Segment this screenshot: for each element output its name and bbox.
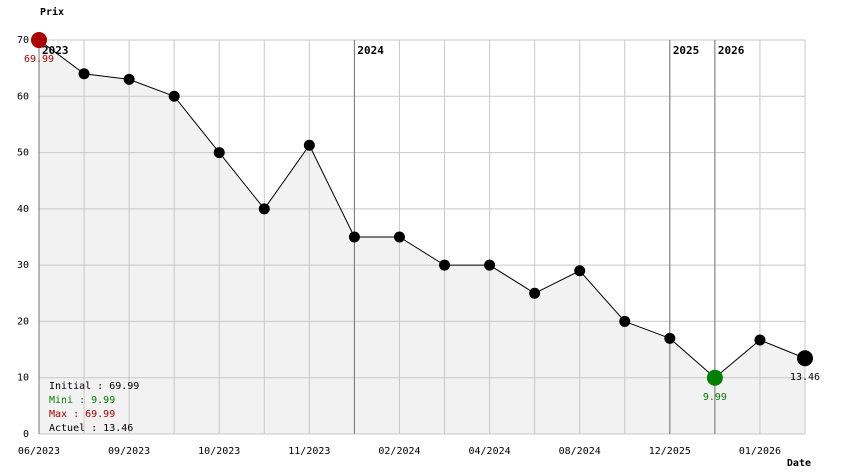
x-tick-label: 02/2024 [378, 446, 420, 457]
y-tick-label: 20 [17, 316, 29, 327]
data-point [303, 139, 315, 151]
legend-entry: Actuel : 13.46 [49, 423, 133, 434]
y-tick-label: 70 [17, 35, 29, 46]
data-point [123, 73, 135, 85]
data-point [529, 287, 541, 299]
data-point [31, 32, 47, 49]
legend-entry: Initial : 69.99 [49, 381, 139, 392]
y-tick-label: 0 [23, 429, 29, 440]
data-label: 69.99 [24, 54, 54, 65]
data-point [484, 259, 496, 271]
price-line [38, 39, 806, 379]
y-tick-label: 60 [17, 91, 29, 102]
data-label: 9.99 [703, 392, 727, 403]
y-tick-label: 10 [17, 373, 29, 384]
x-tick-label: 11/2023 [288, 446, 330, 457]
y-tick-label: 30 [17, 260, 29, 271]
data-point [706, 369, 723, 386]
data-point [574, 265, 586, 277]
x-tick-label: 10/2023 [198, 446, 240, 457]
x-tick-label: 06/2023 [18, 446, 60, 457]
x-tick-label: 01/2026 [739, 446, 781, 457]
data-point [619, 315, 631, 327]
data-point [348, 231, 360, 243]
data-point [664, 332, 676, 344]
data-point [393, 231, 405, 243]
legend-entry: Mini : 9.99 [49, 395, 115, 406]
x-tick-label: 08/2024 [559, 446, 601, 457]
data-point [168, 90, 180, 102]
data-point [797, 350, 813, 367]
x-axis-label: Date [787, 458, 811, 469]
data-point [754, 334, 766, 346]
data-label: 13.46 [790, 372, 820, 383]
y-tick-label: 50 [17, 148, 29, 159]
y-tick-label: 40 [17, 204, 29, 215]
data-point [439, 259, 451, 271]
x-tick-label: 04/2024 [469, 446, 511, 457]
year-marker-label: 2025 [673, 44, 700, 57]
area-fill [39, 40, 805, 435]
data-point [78, 68, 90, 80]
year-marker-label: 2026 [718, 44, 745, 57]
data-point [213, 147, 225, 159]
data-point [258, 203, 270, 215]
y-axis-label: Prix [40, 6, 64, 18]
x-tick-label: 09/2023 [108, 446, 150, 457]
legend-entry: Max : 69.99 [49, 409, 115, 420]
year-marker-label: 2024 [357, 44, 384, 57]
x-tick-label: 12/2025 [649, 446, 691, 457]
